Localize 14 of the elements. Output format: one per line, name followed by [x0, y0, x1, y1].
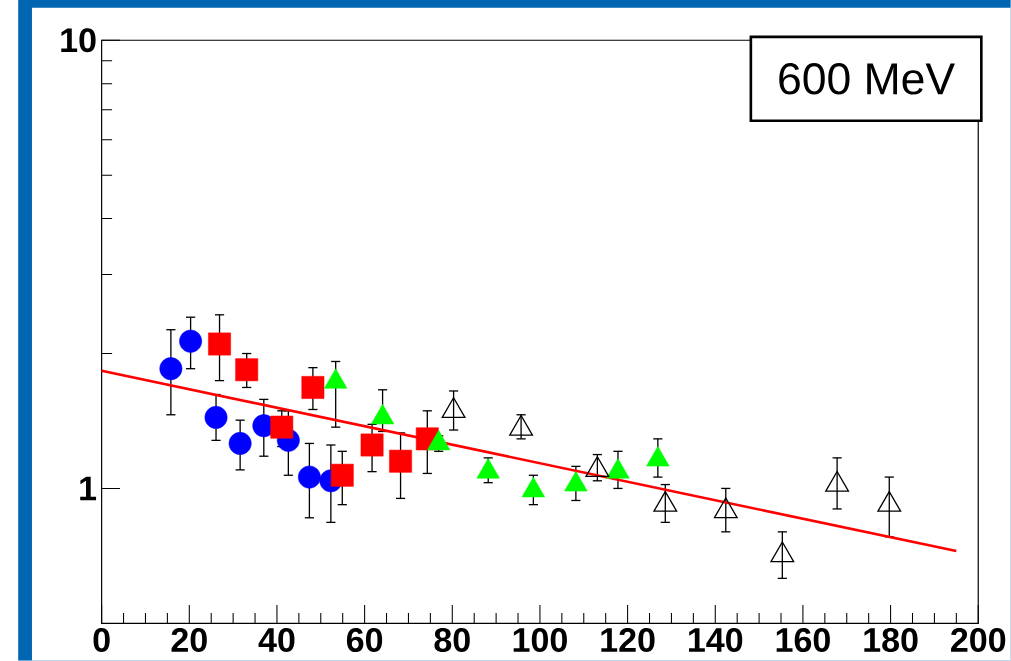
x-tick-label: 100	[513, 628, 567, 653]
x-tick-label: 160	[776, 628, 830, 653]
x-tick-label: 20	[171, 628, 207, 653]
x-tick-label: 180	[864, 628, 918, 653]
x-tick-label: 40	[258, 628, 295, 653]
x-tick-label: 140	[689, 628, 743, 653]
x-tick-label: 120	[601, 628, 655, 653]
x-tick-label: 0	[93, 628, 110, 653]
annotation: 600 MeV	[779, 63, 955, 95]
x-tick-label: 80	[434, 628, 470, 653]
x-tick-label: 200	[951, 628, 1006, 653]
y-tick-label: 1	[80, 476, 97, 501]
y-tick-label: 10	[61, 28, 96, 53]
x-tick-label: 60	[346, 628, 383, 653]
